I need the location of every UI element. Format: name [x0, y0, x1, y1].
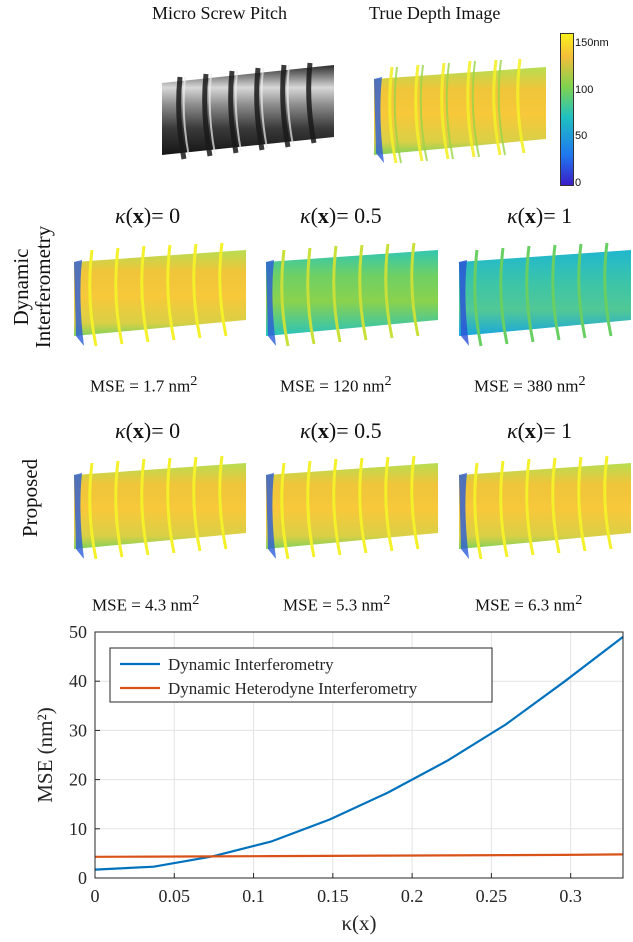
mse-label-r2-c1: MSE = 4.3 nm2: [92, 592, 200, 615]
mse-label-r1-c1: MSE = 1.7 nm2: [90, 373, 198, 396]
legend-label-0: Dynamic Interferometry: [168, 655, 334, 674]
colorbar-tick-100: 100: [575, 84, 594, 96]
chart-axis-labels: κ(x) MSE (nm²): [33, 707, 377, 935]
chart-legend: Dynamic Interferometry Dynamic Heterodyne…: [109, 647, 493, 703]
mse-label-r1-c3: MSE = 380 nm2: [474, 373, 586, 396]
photo-title: Micro Screw Pitch: [152, 3, 287, 23]
x-tick-label-2: 0.1: [242, 886, 265, 906]
colorbar-tick-150: 150nm: [575, 37, 609, 49]
colorbar-unit: nm: [593, 37, 609, 49]
depth-panel-r2-c2: [262, 453, 442, 568]
kappa-header-r2-c2: κ(x)= 0.5: [300, 418, 382, 443]
depth-panel-r1-c1: [70, 240, 250, 355]
x-tick-label-3: 0.15: [317, 886, 349, 906]
true-depth-image: [370, 55, 550, 170]
y-tick-label-5: 50: [69, 622, 87, 642]
series-line-1: [94, 853, 624, 858]
series-line-0: [94, 636, 624, 871]
row-label-dynamic-interferometry: Dynamic Interferometry: [9, 217, 55, 357]
y-tick-label-1: 10: [69, 819, 87, 839]
depth-panel-r1-c3: [455, 240, 633, 355]
chart-series: [94, 636, 624, 871]
y-tick-label-3: 30: [69, 720, 87, 740]
x-tick-label-1: 0.05: [159, 886, 191, 906]
mse-label-r1-c2: MSE = 120 nm2: [280, 373, 392, 396]
y-tick-label-0: 0: [78, 868, 87, 888]
colorbar-tick-50: 50: [575, 130, 588, 142]
x-tick-label-0: 0: [91, 886, 100, 906]
depth-title: True Depth Image: [369, 3, 501, 23]
kappa-header-r1-c1: κ(x)= 0: [115, 203, 181, 228]
kappa-header-r1-c2: κ(x)= 0.5: [300, 203, 382, 228]
y-tick-label-2: 20: [69, 770, 87, 790]
kappa-header-r2-c1: κ(x)= 0: [115, 418, 181, 443]
mse-line-chart: 0 0.05 0.1 0.15 0.2 0.25 0.3 0 10 20 30 40 50 Dynami…: [33, 622, 624, 935]
depth-panel-r2-c1: [70, 453, 250, 568]
y-tick-label-4: 40: [69, 671, 87, 691]
x-tick-label-5: 0.25: [476, 886, 508, 906]
micro-screw-photo: [158, 55, 338, 170]
x-axis-label: κ(x): [341, 911, 376, 935]
row-label-proposed: Proposed: [18, 458, 42, 538]
colorbar-tick-0: 0: [575, 177, 582, 189]
depth-panel-r1-c2: [262, 240, 442, 355]
depth-panel-r2-c3: [455, 453, 633, 568]
y-axis-label: MSE (nm²): [33, 707, 57, 803]
x-tick-label-4: 0.2: [401, 886, 424, 906]
legend-box: [109, 647, 493, 703]
kappa-header-r1-c3: κ(x)= 1: [507, 203, 573, 228]
row-label-line2: Interferometry: [31, 225, 55, 349]
kappa-header-r2-c3: κ(x)= 1: [507, 418, 573, 443]
mse-label-r2-c2: MSE = 5.3 nm2: [283, 592, 391, 615]
mse-label-r2-c3: MSE = 6.3 nm2: [475, 592, 583, 615]
legend-label-1: Dynamic Heterodyne Interferometry: [168, 679, 418, 698]
row-label-line1: Dynamic: [9, 248, 33, 326]
chart-ticks: 0 0.05 0.1 0.15 0.2 0.25 0.3 0 10 20 30 40 50: [69, 622, 582, 906]
x-tick-label-6: 0.3: [559, 886, 582, 906]
chart-axes-box: [94, 631, 624, 879]
colorbar: [560, 33, 574, 186]
